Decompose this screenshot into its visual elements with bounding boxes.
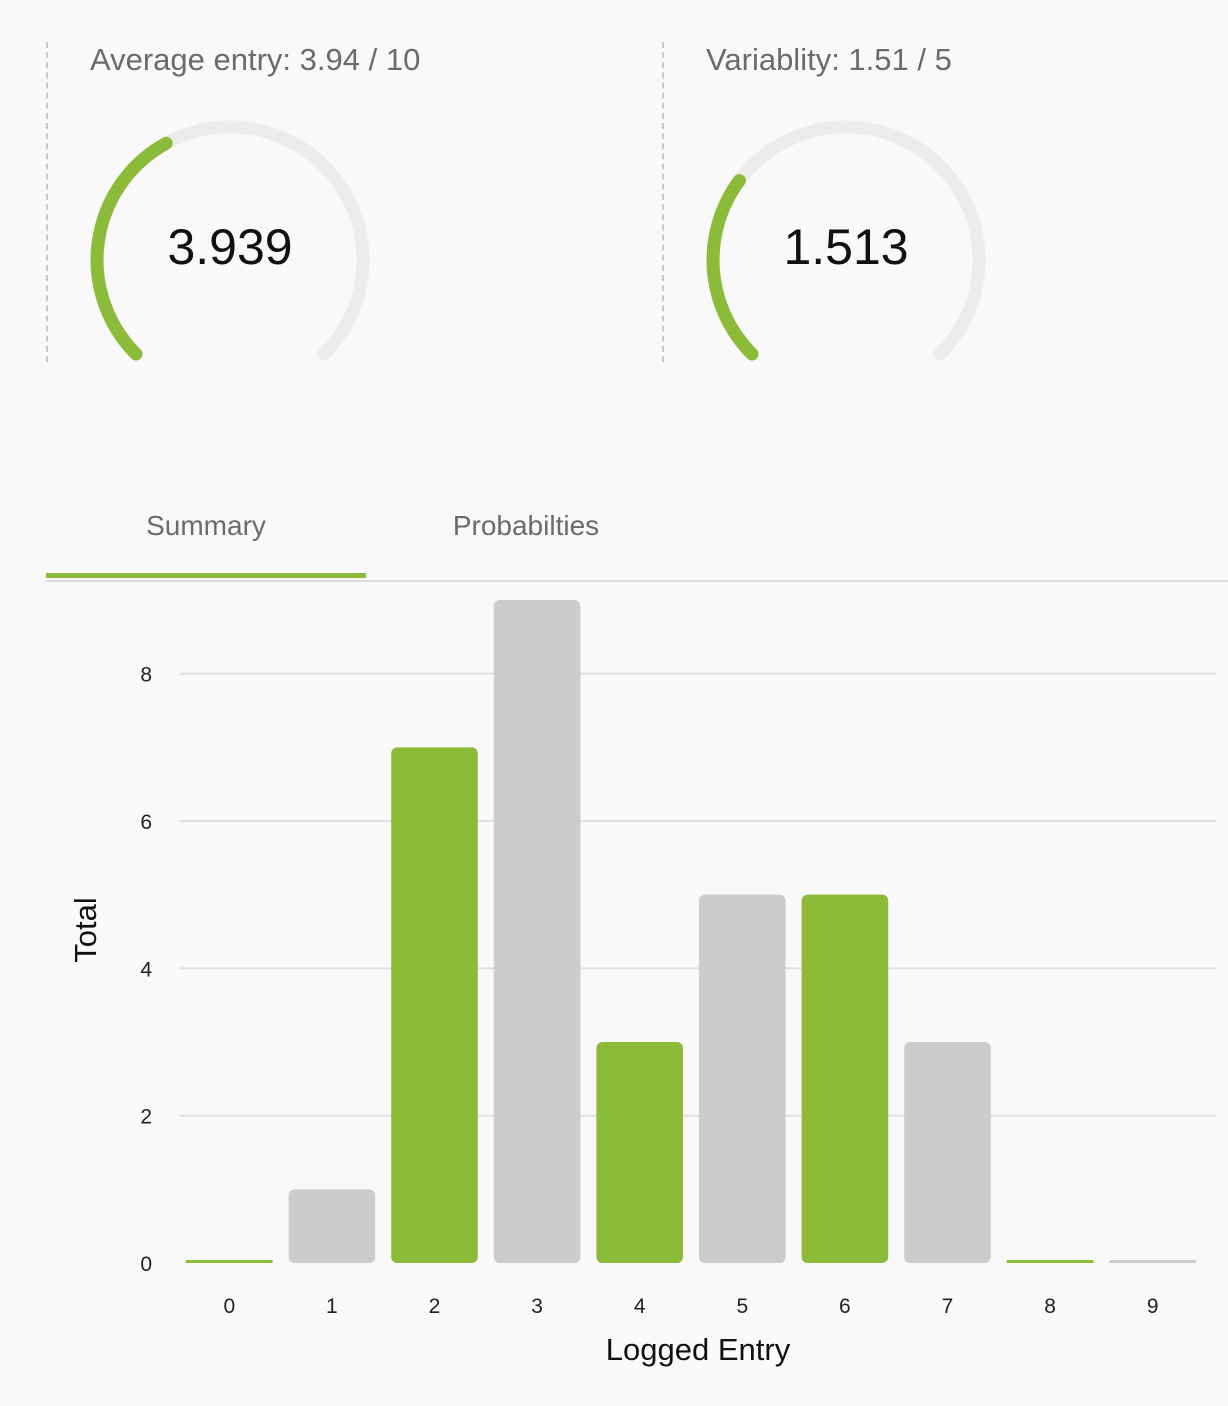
x-tick-label: 2 [429,1295,441,1318]
average-entry-title: Average entry: 3.94 / 10 [90,42,421,77]
average-entry-gauge-panel: Average entry: 3.94 / 10 3.939 [46,42,608,362]
bar-9 [1109,1260,1196,1263]
chart-labels: 0 2 4 6 8 0 1 2 3 4 5 6 7 8 9 [140,664,1158,1318]
x-tick-label: 9 [1147,1295,1159,1318]
bar-8 [1006,1260,1094,1263]
y-axis-title: Total [68,897,103,962]
variability-value: 1.513 [783,219,909,275]
x-tick-label: 5 [736,1295,748,1318]
bar-1 [288,1189,376,1263]
chart-gridlines [180,672,1216,1117]
bar-0 [186,1260,273,1263]
variability-title: Variablity: 1.51 / 5 [706,42,952,77]
bar-3 [493,600,581,1263]
chart-bars [186,600,1196,1263]
y-tick-label: 8 [140,664,152,687]
x-tick-label: 1 [326,1295,338,1318]
tab-probabilities[interactable]: Probabilties [452,510,600,541]
x-tick-label: 6 [839,1295,851,1318]
y-tick-label: 0 [140,1253,152,1276]
chart-tabs: Summary Probabilties [46,490,1228,582]
average-entry-gauge-fill [90,136,173,361]
bar-4 [596,1042,683,1263]
variability-gauge-panel: Variablity: 1.51 / 5 1.513 [662,42,1224,362]
tab-summary[interactable]: Summary [46,510,366,578]
x-tick-label: 4 [634,1295,646,1318]
bar-6 [801,894,889,1263]
average-entry-value: 3.939 [167,219,293,275]
logged-entry-bar-chart: 0 2 4 6 8 0 1 2 3 4 5 6 7 8 9 Logged Entry Total [68,600,1216,1367]
y-tick-label: 4 [140,958,152,981]
bar-5 [699,894,786,1263]
x-tick-label: 0 [223,1295,235,1318]
variability-gauge-fill [706,174,759,361]
bar-7 [904,1042,991,1263]
average-entry-gauge [90,120,370,361]
variability-gauge [706,120,986,361]
x-tick-label: 7 [942,1295,954,1318]
y-tick-label: 6 [140,811,152,834]
bar-2 [391,747,478,1263]
y-tick-label: 2 [140,1106,152,1129]
x-tick-label: 3 [531,1295,543,1318]
x-axis-title: Logged Entry [606,1332,791,1367]
x-tick-label: 8 [1044,1295,1056,1318]
